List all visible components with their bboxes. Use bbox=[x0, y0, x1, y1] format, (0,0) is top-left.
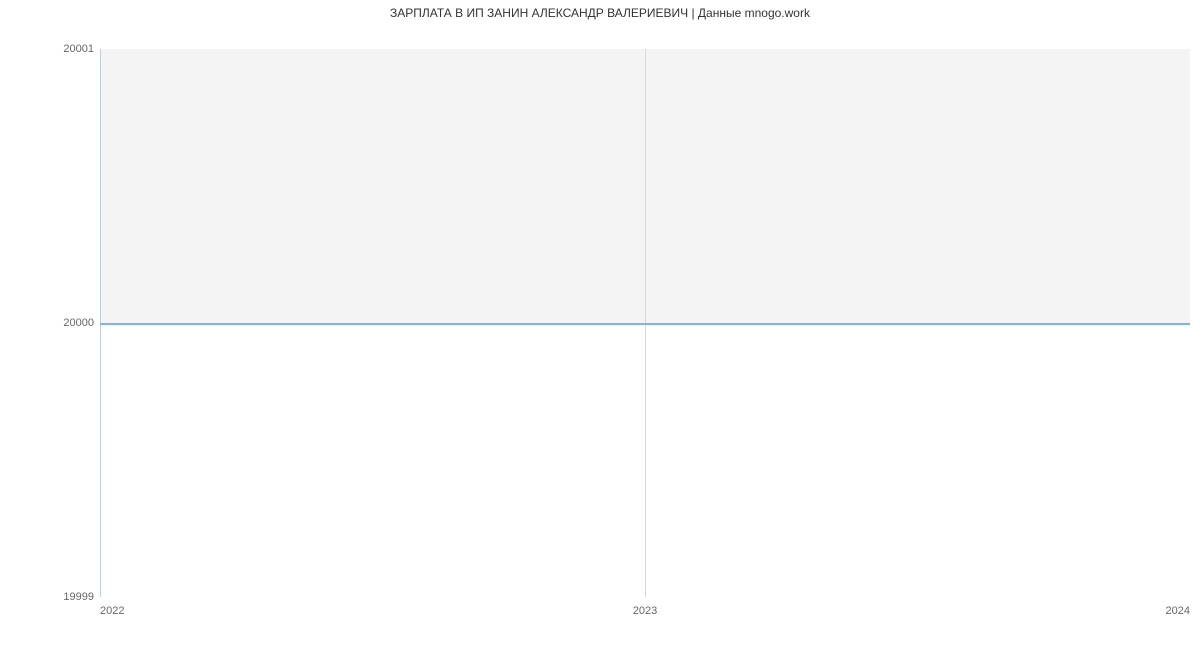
y-tick-label: 20001 bbox=[63, 43, 100, 55]
x-tick-label: 2022 bbox=[100, 597, 124, 617]
y-tick-label: 20000 bbox=[63, 317, 100, 329]
x-tick-label: 2023 bbox=[633, 597, 657, 617]
series-salary-line bbox=[100, 323, 1190, 325]
plot-outer: 19999 20000 20001 2022 2023 2024 bbox=[100, 49, 1190, 597]
x-tick-label: 2024 bbox=[1166, 597, 1190, 617]
chart-title: ЗАРПЛАТА В ИП ЗАНИН АЛЕКСАНДР ВАЛЕРИЕВИЧ… bbox=[0, 6, 1200, 20]
plot-area: 19999 20000 20001 2022 2023 2024 bbox=[100, 49, 1190, 597]
salary-chart: ЗАРПЛАТА В ИП ЗАНИН АЛЕКСАНДР ВАЛЕРИЕВИЧ… bbox=[0, 0, 1200, 650]
y-tick-label: 19999 bbox=[63, 591, 100, 603]
